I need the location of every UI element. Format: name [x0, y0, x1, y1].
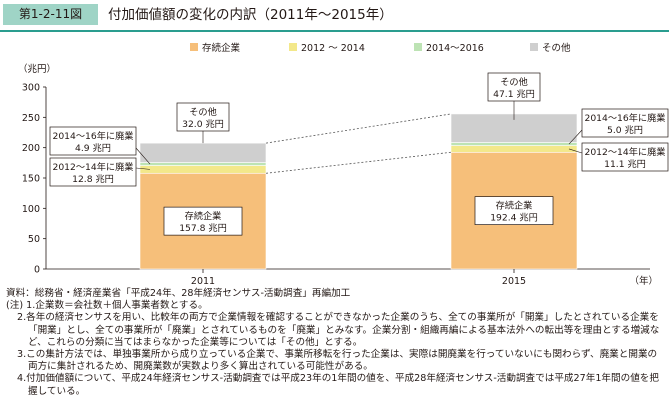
callout-text: 存続企業 — [496, 200, 533, 212]
legend-swatch — [530, 43, 538, 51]
callout-text: 4.9 兆円 — [75, 143, 111, 154]
leader-line — [568, 148, 583, 154]
x-axis-label: （年） — [629, 275, 658, 287]
callout-text: 存続企業 — [185, 210, 222, 222]
callout-frame — [176, 102, 230, 132]
note-1: (注) 1.企業数＝会社数＋個人事業者数とする。 — [6, 300, 208, 312]
callout-text: 5.0 兆円 — [607, 125, 643, 136]
callout-frame — [49, 126, 137, 156]
note-2: 2.各年の経済センサスを用い、比較年の両方で企業情報を確認することができなかった… — [17, 312, 660, 348]
callout-text: 2014～16年に廃業 — [584, 112, 665, 124]
source-note: 資料：総務省・経済産業省「平成24年、28年経済センサス-活動調査」再編加工 — [6, 288, 351, 299]
y-tick-label: 50 — [28, 234, 40, 245]
connector-line — [265, 113, 452, 144]
x-tick-label: 2011 — [191, 276, 215, 287]
callout-text: その他 — [500, 76, 528, 88]
y-tick-label: 250 — [22, 113, 40, 124]
callout-text: 47.1 兆円 — [493, 89, 535, 100]
y-tick-label: 200 — [22, 143, 40, 154]
callout-frame — [163, 206, 243, 236]
legend-swatch — [289, 43, 297, 51]
leader-line — [135, 167, 151, 170]
connector-line — [265, 151, 452, 174]
figure-title: 付加価値額の変化の内訳（2011年～2015年） — [108, 7, 393, 23]
callout-frame — [487, 72, 541, 102]
header-divider — [0, 30, 669, 32]
bar-segment — [139, 142, 267, 163]
y-unit-label: （兆円） — [18, 63, 56, 75]
y-tick-label: 0 — [34, 265, 40, 276]
legend-swatch — [414, 43, 422, 51]
callout-frame — [49, 157, 137, 187]
bar-segment — [450, 145, 578, 153]
note-4: 4.付加価値額について、平成24年経済センサス-活動調査では平成23年の1年間の… — [17, 373, 659, 397]
y-tick-label: 100 — [22, 204, 40, 215]
y-tick-label: 150 — [22, 174, 40, 185]
callout-frame — [581, 108, 669, 138]
figure-label: 第1-2-11図 — [3, 4, 98, 25]
callout-text: 12.8 兆円 — [72, 174, 114, 185]
legend-label: その他 — [542, 42, 571, 54]
figure-header: 第1-2-11図 付加価値額の変化の内訳（2011年～2015年） — [0, 0, 669, 30]
bar-segment — [139, 162, 267, 166]
callout-frame — [474, 196, 554, 225]
legend-label: 2014～2016 — [426, 43, 484, 54]
callout-text: 2012～14年に廃業 — [584, 146, 665, 158]
callout-text: 192.4 兆円 — [490, 213, 538, 224]
x-tick-label: 2015 — [502, 276, 526, 287]
notes-block: 資料：総務省・経済産業省「平成24年、28年経済センサス-活動調査」再編加工 (… — [6, 288, 666, 398]
note-3: 3.この集計方法では、単独事業所から成り立っている企業で、事業所移転を行った企業… — [17, 349, 658, 373]
legend-swatch — [190, 43, 198, 51]
legend-label: 存続企業 — [202, 42, 241, 54]
callout-text: 32.0 兆円 — [182, 119, 224, 130]
bar-segment — [450, 142, 578, 146]
callout-text: 2014～16年に廃業 — [52, 130, 133, 142]
callout-text: その他 — [189, 106, 217, 118]
callout-text: 157.8 兆円 — [179, 223, 227, 234]
bar-segment — [139, 165, 267, 174]
legend-label: 2012 ～ 2014 — [301, 43, 365, 54]
leader-line — [135, 147, 151, 165]
y-tick-label: 300 — [22, 83, 40, 94]
leader-line — [568, 129, 583, 145]
callout-text: 11.1 兆円 — [604, 159, 646, 170]
callout-text: 2012～14年に廃業 — [52, 161, 133, 173]
callout-frame — [581, 142, 669, 172]
stacked-bar-chart: 存続企業 2012 ～ 2014 2014～2016 その他 （兆円） 0 50 100 150… — [18, 42, 669, 287]
